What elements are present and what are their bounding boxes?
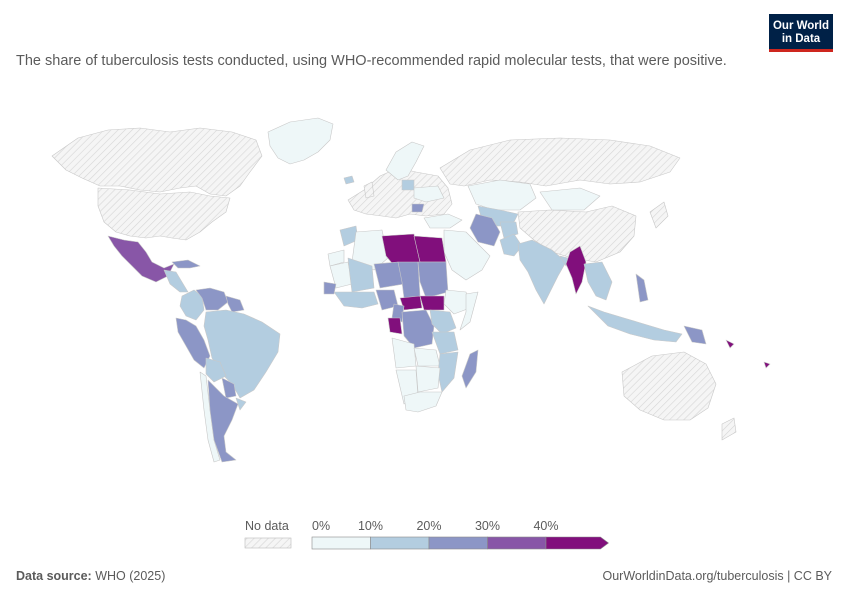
country-bolivia: [205, 357, 227, 383]
logo-line-2: in Data: [781, 32, 821, 45]
country-mongolia: [539, 187, 601, 211]
map-legend: No data 0% 10% 20% 30% 40%: [244, 519, 609, 550]
legend-bin-0[interactable]: [311, 536, 371, 550]
legend-tick-0: 0%: [312, 519, 330, 533]
legend-tick-4: 40%: [533, 519, 558, 533]
country-brazil: [203, 309, 281, 399]
legend-tick-3: 30%: [475, 519, 500, 533]
country-papua-new-guinea: [683, 325, 707, 345]
country-myanmar: [565, 245, 587, 295]
country-new-zealand: [721, 417, 737, 441]
country-russia: [439, 137, 681, 187]
region-caribbean: [171, 259, 201, 269]
country-ethiopia: [443, 289, 471, 315]
country-zambia: [413, 347, 441, 367]
country-india: [517, 239, 567, 305]
country-chad: [397, 261, 421, 299]
country-somalia: [459, 291, 479, 331]
country-ukraine: [413, 185, 445, 203]
region-central-america: [163, 269, 189, 293]
country-canada: [51, 127, 263, 197]
footer-url[interactable]: OurWorldinData.org/tuberculosis | CC BY: [602, 569, 833, 583]
country-uganda-kenya: [429, 309, 457, 335]
region-middle-east: [443, 229, 491, 281]
country-indonesia: [587, 305, 683, 343]
country-tanzania: [431, 331, 459, 355]
country-madagascar: [461, 349, 479, 389]
country-pakistan: [499, 233, 523, 257]
country-south-africa: [403, 391, 443, 413]
country-south-sudan: [419, 295, 445, 311]
country-chile: [199, 371, 221, 463]
country-sudan: [417, 261, 449, 299]
country-uk: [363, 181, 375, 199]
data-source-value: WHO (2025): [95, 569, 166, 583]
country-australia: [621, 351, 717, 421]
region-scandinavia: [385, 141, 425, 181]
country-kazakhstan: [467, 179, 537, 211]
country-venezuela: [195, 287, 229, 311]
country-congo: [387, 317, 403, 335]
country-senegal: [323, 281, 337, 295]
legend-no-data-label: No data: [245, 519, 289, 533]
country-belarus: [401, 179, 415, 191]
country-turkey: [423, 213, 463, 229]
country-mozambique: [437, 351, 459, 393]
country-usa: [97, 187, 231, 241]
data-source: Data source: WHO (2025): [16, 569, 165, 583]
legend-bin-2[interactable]: [428, 536, 488, 550]
country-cameroon: [391, 303, 405, 323]
country-mali: [347, 257, 375, 293]
country-botswana-zimbabwe: [415, 365, 441, 393]
region-indochina: [583, 261, 613, 301]
country-drc: [401, 309, 435, 349]
region-guianas: [225, 295, 245, 313]
region-west-africa: [333, 291, 379, 309]
legend-no-data-swatch: [244, 537, 292, 549]
legend-bin-4[interactable]: [545, 536, 609, 550]
chart-subtitle: The share of tuberculosis tests conducte…: [16, 53, 727, 69]
country-vanuatu: [763, 361, 771, 369]
country-greenland: [267, 117, 334, 165]
legend-bin-3[interactable]: [487, 536, 547, 550]
country-paraguay: [221, 377, 237, 399]
country-colombia: [179, 289, 205, 321]
owid-logo[interactable]: Our World in Data: [769, 14, 833, 52]
country-solomon-islands: [725, 339, 735, 349]
country-philippines: [635, 273, 649, 303]
country-mexico: [107, 235, 175, 283]
country-iran: [469, 213, 501, 247]
legend-tick-2: 20%: [416, 519, 441, 533]
logo-line-1: Our World: [772, 20, 829, 32]
country-argentina: [207, 379, 239, 463]
country-moldova: [411, 203, 425, 213]
data-source-label: Data source:: [16, 569, 92, 583]
country-iceland: [343, 175, 355, 185]
legend-bin-1[interactable]: [370, 536, 430, 550]
country-japan: [649, 201, 669, 229]
country-western-sahara: [327, 249, 345, 267]
legend-tick-1: 10%: [358, 519, 383, 533]
country-egypt: [413, 235, 447, 263]
country-uruguay: [235, 397, 247, 411]
